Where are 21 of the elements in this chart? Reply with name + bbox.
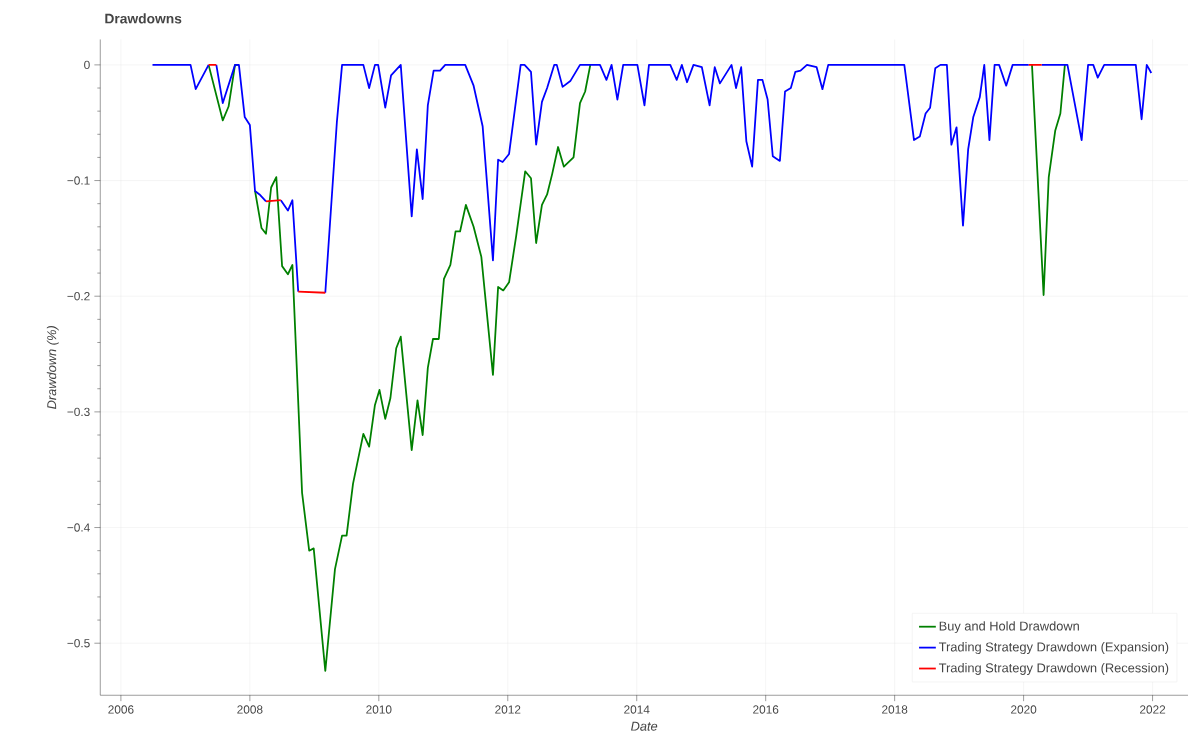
x-tick-label: 2018 xyxy=(882,705,908,714)
x-tick-label: 2012 xyxy=(495,705,521,714)
y-axis-title: Drawdown (%) xyxy=(46,325,59,409)
x-tick-label: 2022 xyxy=(1140,705,1166,714)
y-tick-label: −0.3 xyxy=(67,407,90,416)
legend-label: Buy and Hold Drawdown xyxy=(939,620,1079,633)
x-tick-label: 2020 xyxy=(1011,705,1037,714)
x-tick-label: 2010 xyxy=(366,705,392,714)
x-tick-label: 2006 xyxy=(108,705,134,714)
x-tick-label: 2016 xyxy=(753,705,779,714)
y-tick-label: −0.2 xyxy=(67,291,90,301)
x-tick-label: 2014 xyxy=(624,705,650,714)
legend-label: Trading Strategy Drawdown (Recession) xyxy=(938,662,1169,675)
y-tick-label: −0.5 xyxy=(67,638,90,648)
y-tick-label: −0.1 xyxy=(67,176,90,185)
x-tick-label: 2008 xyxy=(237,705,263,714)
y-tick-label: −0.4 xyxy=(67,523,90,532)
y-tick-label: 0 xyxy=(84,60,90,69)
chart-title: Drawdowns xyxy=(105,13,182,24)
x-axis-title: Date xyxy=(631,721,658,731)
legend-label: Trading Strategy Drawdown (Expansion) xyxy=(938,641,1169,654)
